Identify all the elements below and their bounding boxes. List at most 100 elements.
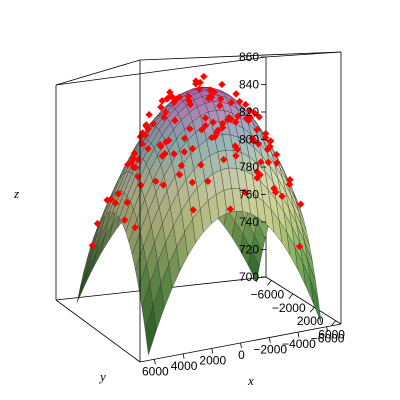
data-point [185, 97, 193, 105]
data-point [273, 159, 281, 167]
data-point [201, 122, 210, 130]
data-point [241, 188, 249, 196]
data-point [186, 125, 194, 133]
box-edge [55, 56, 267, 86]
data-point [93, 219, 102, 228]
x-tick-mark [182, 353, 185, 359]
box-edge [139, 51, 342, 61]
data-point [111, 199, 120, 207]
data-point [152, 177, 160, 185]
data-point [227, 98, 235, 107]
x-tick-label: 6000 [142, 364, 169, 378]
x-axis: 6000 4000 2000 0 −2000−4000−6000 [142, 326, 345, 378]
data-point [219, 119, 227, 128]
x-tick-label: 2000 [199, 353, 226, 367]
data-point [129, 154, 137, 163]
x-tick-mark [240, 342, 242, 349]
data-point [219, 123, 227, 132]
data-point [163, 95, 171, 103]
data-point [216, 102, 224, 110]
data-points [88, 72, 305, 251]
data-point [234, 112, 242, 121]
data-point [175, 93, 183, 101]
data-point [114, 190, 123, 198]
data-point [88, 241, 97, 250]
data-point [272, 150, 281, 159]
data-point [144, 125, 152, 133]
x-tick-mark [153, 359, 156, 365]
y-tick-label: −2000 [272, 301, 306, 315]
data-point [189, 206, 197, 214]
surface-patch [76, 268, 89, 303]
surface-mesh [76, 86, 322, 355]
data-point [285, 180, 294, 188]
y-tick-mark [288, 293, 294, 300]
box-edge [265, 276, 342, 325]
data-point [184, 92, 193, 101]
data-point [195, 85, 204, 93]
data-point [157, 103, 165, 111]
y-tick-mark [331, 320, 336, 326]
z-tick-label: 840 [239, 78, 259, 92]
data-point [165, 136, 173, 145]
box-edge [55, 59, 141, 86]
data-point [242, 114, 251, 122]
data-point [218, 80, 226, 89]
z-tick-label: 740 [239, 215, 259, 229]
x-tick-label: −2000 [253, 343, 287, 357]
y-tick-mark [309, 306, 315, 313]
data-point [121, 216, 129, 224]
data-point [212, 129, 221, 137]
data-point [255, 113, 263, 121]
x-tick-mark [268, 337, 271, 343]
z-tick-label: 720 [239, 243, 259, 257]
data-point [200, 72, 208, 81]
x-tick-mark [297, 332, 300, 338]
x-tick-label: 0 [238, 348, 245, 362]
x-tick-label: −6000 [311, 332, 345, 346]
data-point [232, 90, 240, 98]
x-axis-title: x [247, 373, 254, 388]
data-point [210, 88, 218, 96]
data-point [262, 129, 270, 138]
y-tick-label: 6000 [318, 328, 345, 342]
data-point [171, 116, 179, 125]
data-point [145, 111, 153, 119]
data-point [235, 97, 244, 106]
x-tick-mark [211, 348, 214, 354]
data-point [201, 114, 210, 122]
z-tick-label: 780 [239, 160, 259, 174]
data-point [197, 161, 205, 169]
box-edge [55, 299, 141, 363]
data-point [124, 160, 132, 169]
data-point [278, 192, 286, 200]
data-point [267, 137, 275, 145]
data-point [204, 177, 212, 186]
z-tick-label: 800 [239, 133, 259, 147]
x-tick-label: 4000 [171, 359, 198, 373]
data-point [123, 198, 131, 207]
surface-patch [144, 305, 157, 355]
data-point [217, 95, 225, 103]
data-point [131, 223, 139, 232]
data-point [253, 126, 261, 134]
data-point [232, 118, 240, 126]
y-tick-label: 2000 [297, 314, 324, 328]
z-tick-label: 760 [239, 188, 259, 202]
z-axis-title: z [13, 186, 19, 201]
data-point [168, 93, 176, 101]
z-tick-label: 700 [239, 270, 259, 284]
x-tick-label: −4000 [282, 337, 316, 351]
data-point [170, 98, 178, 107]
x-tick-mark [326, 326, 329, 332]
y-tick-label: −6000 [251, 287, 285, 301]
data-point [246, 106, 254, 115]
z-tick-label: 820 [239, 105, 259, 119]
data-point [196, 78, 204, 87]
data-point [207, 93, 216, 102]
data-point [241, 100, 250, 109]
data-point [149, 119, 157, 128]
